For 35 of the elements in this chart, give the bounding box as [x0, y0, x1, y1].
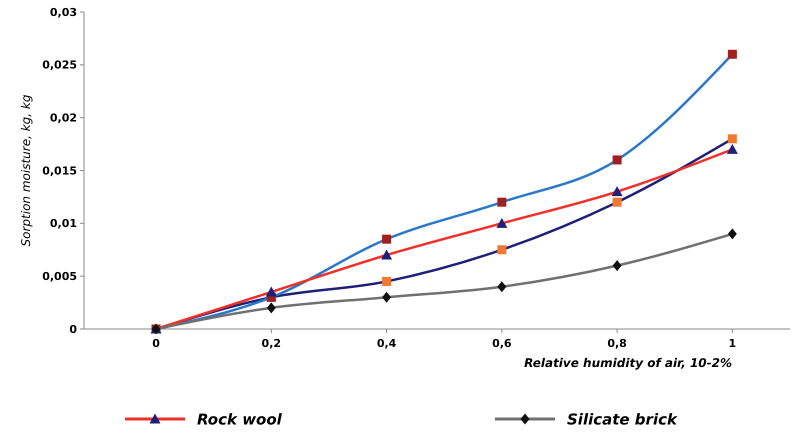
point	[266, 302, 276, 314]
point	[612, 198, 622, 207]
x-tick-label: 0,4	[376, 337, 397, 350]
point	[612, 260, 622, 272]
x-axis-title: Relative humidity of air, 10-2%	[524, 356, 732, 370]
x-tick-label: 0,6	[492, 337, 512, 350]
y-tick-label: 0,03	[50, 6, 77, 19]
point	[612, 186, 623, 196]
point	[497, 198, 506, 207]
legend-label: Silicate brick	[567, 410, 678, 428]
legend-label: Rock wool	[197, 410, 283, 428]
x-tick-label: 0,8	[607, 337, 627, 350]
x-tick-label: 0,2	[262, 337, 282, 350]
point	[497, 245, 506, 254]
point	[382, 276, 392, 286]
y-tick-label: 0,005	[42, 270, 77, 284]
point	[728, 50, 737, 59]
point	[382, 234, 392, 244]
point	[726, 144, 738, 154]
y-tick-label: 0,025	[42, 58, 77, 72]
y-axis-title: Sorption moisture, kg, kg	[19, 94, 33, 246]
y-tick-label: 0	[69, 322, 78, 336]
point	[266, 286, 277, 297]
point	[382, 292, 392, 303]
y-tick-label: 0,01	[50, 217, 77, 230]
y-tick-label: 0,015	[42, 164, 77, 178]
point	[728, 134, 737, 144]
x-tick-label: 0	[152, 337, 160, 350]
point	[496, 218, 508, 228]
point	[381, 250, 392, 260]
point	[728, 228, 737, 240]
point	[612, 155, 622, 164]
point	[497, 281, 506, 292]
y-tick-label: 0,02	[50, 112, 77, 125]
x-tick-label: 1	[728, 337, 736, 350]
